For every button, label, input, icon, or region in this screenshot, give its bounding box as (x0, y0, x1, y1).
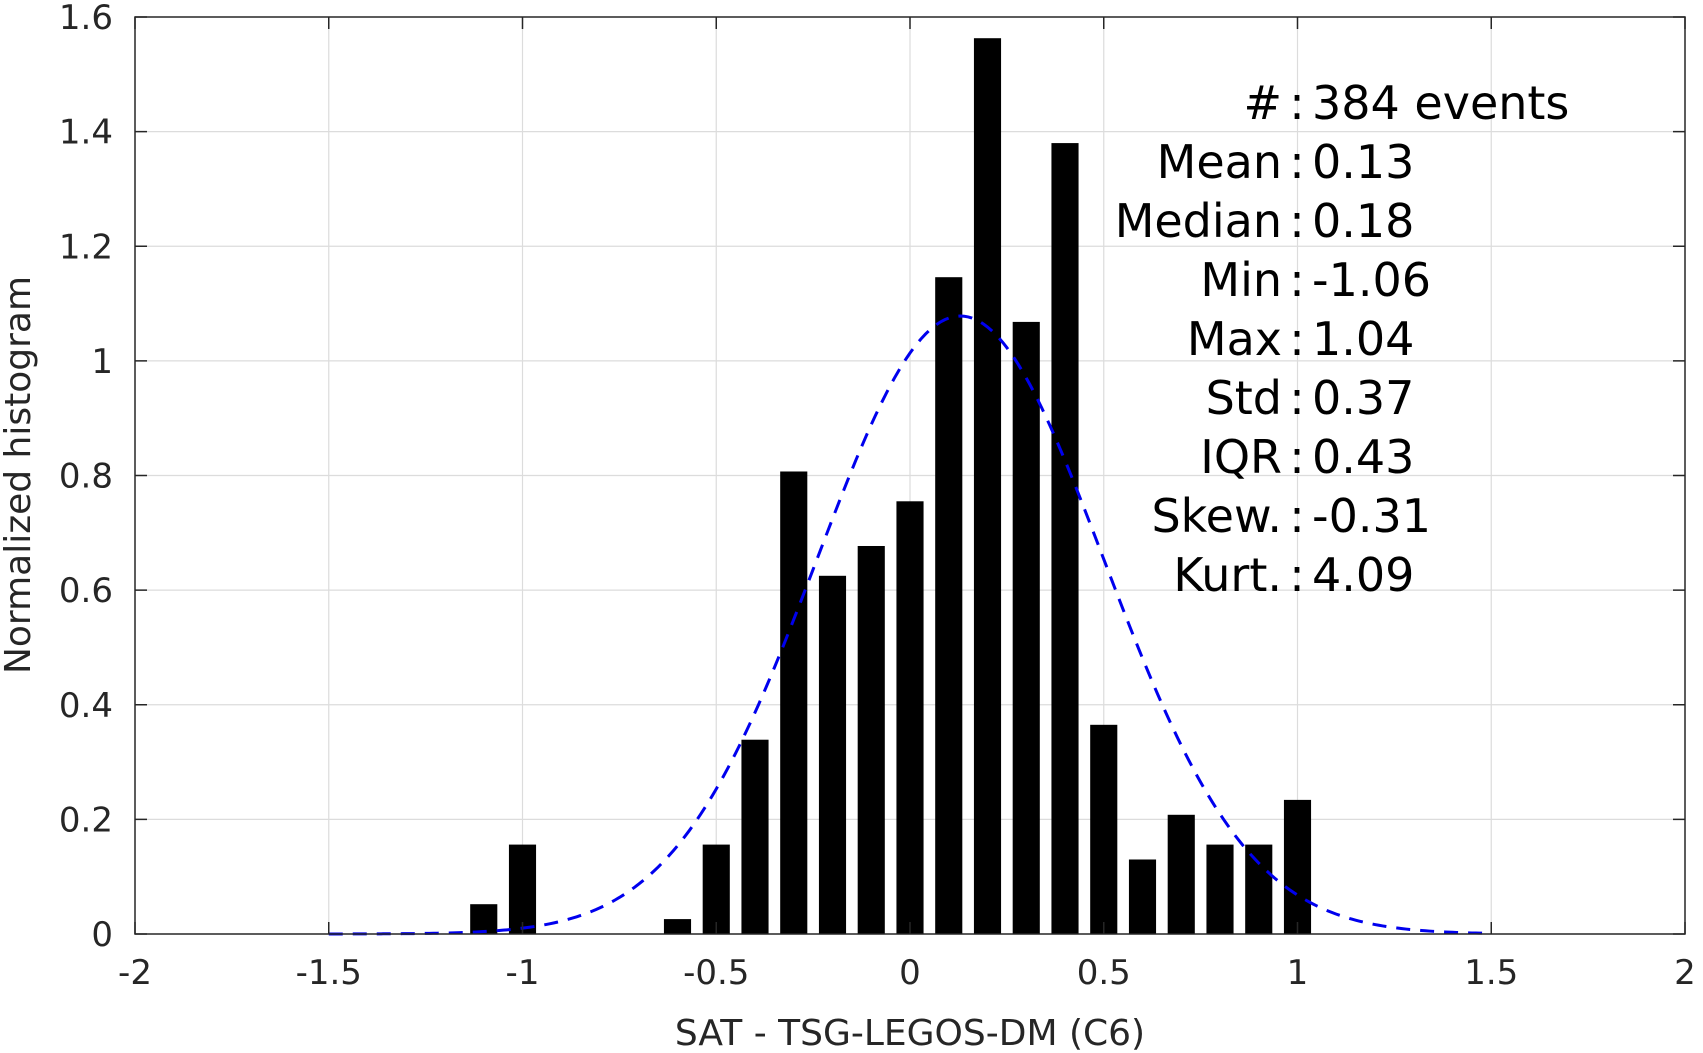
y-tick-label: 0 (91, 915, 113, 955)
x-tick-label: -2 (118, 953, 152, 993)
x-tick-label: -0.5 (683, 953, 749, 993)
stat-value: 4.09 (1312, 548, 1414, 602)
stat-value: 0.18 (1312, 194, 1414, 248)
y-tick-label: 0.4 (59, 686, 113, 726)
stat-row: Max:1.04 (1187, 312, 1415, 366)
stat-separator: : (1289, 489, 1305, 543)
histogram-bar (1051, 143, 1079, 934)
histogram-bars (470, 38, 1312, 935)
histogram-bar (1283, 799, 1312, 934)
stat-row: Kurt.:4.09 (1173, 548, 1414, 602)
stat-value: 0.43 (1312, 430, 1414, 484)
stat-label: IQR (1200, 430, 1282, 484)
y-tick-label: 0.8 (59, 457, 113, 497)
x-tick-label: 1 (1287, 953, 1309, 993)
x-tick-label: 0 (899, 953, 921, 993)
x-tick-labels: -2 -1.5 -1 -0.5 0 0.5 1 1.5 2 (118, 953, 1696, 993)
histogram-bar (663, 919, 692, 934)
histogram-bar (508, 844, 537, 934)
x-tick-label: 2 (1674, 953, 1696, 993)
stat-value: 1.04 (1312, 312, 1414, 366)
stat-row: Min: -1.06 (1200, 253, 1431, 307)
stat-row: IQR:0.43 (1200, 430, 1414, 484)
stat-row: Median:0.18 (1115, 194, 1415, 248)
y-tick-label: 0.2 (59, 800, 113, 840)
histogram-bar (1012, 321, 1040, 935)
x-tick-label: 1.5 (1464, 953, 1518, 993)
stat-label: Min (1200, 253, 1282, 307)
y-tick-label: 1.2 (59, 227, 113, 267)
histogram-bar (857, 545, 885, 934)
histogram-bar (1128, 859, 1157, 934)
stat-value: -1.06 (1312, 253, 1431, 307)
histogram-bar (780, 471, 808, 934)
stat-label: Std (1206, 371, 1282, 425)
stat-separator: : (1289, 194, 1305, 248)
histogram-bar (818, 575, 847, 934)
histogram-bar (1206, 844, 1234, 934)
histogram-bar (896, 501, 924, 934)
stat-row: Mean:0.13 (1157, 135, 1415, 189)
stat-label: # (1243, 76, 1282, 130)
x-axis-label: SAT - TSG-LEGOS-DM (C6) (675, 1013, 1145, 1053)
y-tick-label: 1.6 (59, 0, 113, 38)
histogram-bar (741, 739, 769, 934)
y-tick-label: 1.4 (59, 113, 113, 153)
stat-separator: : (1289, 135, 1305, 189)
y-tick-label: 1 (91, 342, 113, 382)
x-tick-label: -1.5 (296, 953, 362, 993)
stat-row: Std:0.37 (1206, 371, 1415, 425)
x-tick-label: 0.5 (1077, 953, 1131, 993)
stat-separator: : (1289, 76, 1305, 130)
histogram-bar (470, 904, 498, 934)
y-tick-labels: 0 0.2 0.4 0.6 0.8 1 1.2 1.4 1.6 (59, 0, 113, 955)
histogram-bar (973, 38, 1002, 934)
stat-separator: : (1289, 430, 1305, 484)
stat-row: Skew.: -0.31 (1151, 489, 1431, 543)
stat-value: 384 events (1312, 76, 1569, 130)
stat-separator: : (1289, 371, 1305, 425)
stat-value: 0.13 (1312, 135, 1414, 189)
axis-ticks (134, 16, 1686, 935)
stat-separator: : (1289, 253, 1305, 307)
histogram-bar (1167, 814, 1195, 934)
histogram-bar (935, 277, 963, 935)
stat-value: -0.31 (1312, 489, 1431, 543)
stat-label: Median (1115, 194, 1282, 248)
y-tick-label: 0.6 (59, 571, 113, 611)
stat-label: Max (1187, 312, 1282, 366)
stat-value: 0.37 (1312, 371, 1414, 425)
stat-label: Kurt. (1173, 548, 1282, 602)
stat-label: Mean (1157, 135, 1282, 189)
histogram-bar (1090, 724, 1118, 934)
y-axis-label: Normalized histogram (0, 276, 39, 674)
stat-label: Skew. (1151, 489, 1282, 543)
stat-separator: : (1289, 312, 1305, 366)
histogram-bar (702, 844, 730, 934)
x-tick-label: -1 (506, 953, 540, 993)
stat-row: #:384 events (1243, 76, 1569, 130)
histogram-bar (1245, 844, 1273, 934)
stat-separator: : (1289, 548, 1305, 602)
